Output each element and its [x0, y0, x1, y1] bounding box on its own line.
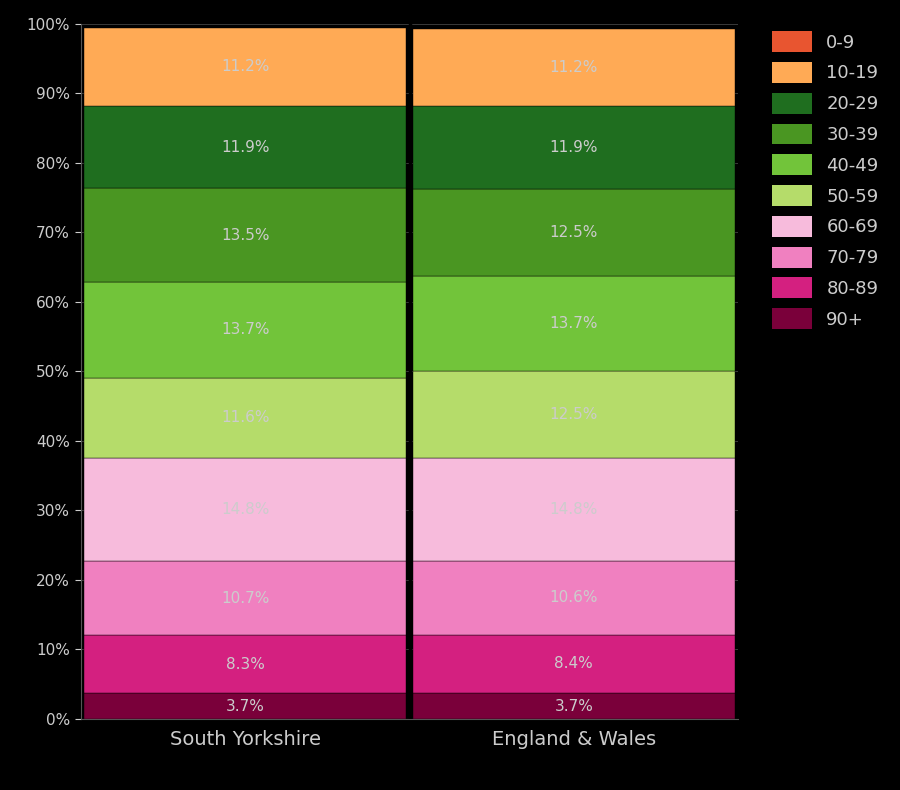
Bar — [413, 28, 734, 107]
Text: 14.8%: 14.8% — [221, 502, 269, 517]
Text: 12.5%: 12.5% — [550, 225, 598, 240]
Bar — [85, 561, 406, 635]
Legend: 0-9, 10-19, 20-29, 30-39, 40-49, 50-59, 60-69, 70-79, 80-89, 90+: 0-9, 10-19, 20-29, 30-39, 40-49, 50-59, … — [767, 26, 884, 334]
Bar — [413, 458, 734, 561]
Text: 10.6%: 10.6% — [550, 590, 598, 605]
Text: 11.2%: 11.2% — [221, 59, 269, 74]
Bar — [85, 106, 406, 189]
Bar — [85, 378, 406, 458]
Bar — [413, 276, 734, 371]
Text: 11.6%: 11.6% — [221, 410, 269, 425]
Bar — [413, 371, 734, 458]
Text: 10.7%: 10.7% — [221, 591, 269, 606]
Text: 11.9%: 11.9% — [550, 141, 598, 156]
Bar — [85, 189, 406, 282]
Bar — [85, 28, 406, 106]
Bar — [413, 189, 734, 276]
Text: 8.3%: 8.3% — [226, 656, 265, 672]
Bar — [413, 693, 734, 719]
Bar — [413, 561, 734, 635]
Text: 13.5%: 13.5% — [221, 228, 269, 243]
Bar — [85, 282, 406, 378]
Text: 11.2%: 11.2% — [550, 60, 598, 75]
Bar — [413, 107, 734, 189]
Bar — [85, 693, 406, 719]
Bar — [85, 458, 406, 561]
Text: 14.8%: 14.8% — [550, 502, 598, 517]
Text: 8.4%: 8.4% — [554, 656, 593, 672]
Bar — [85, 635, 406, 693]
Text: 13.7%: 13.7% — [221, 322, 269, 337]
Text: 12.5%: 12.5% — [550, 408, 598, 422]
Bar — [413, 635, 734, 693]
Text: 3.7%: 3.7% — [226, 698, 265, 713]
Text: 11.9%: 11.9% — [221, 140, 269, 155]
Text: 13.7%: 13.7% — [550, 316, 598, 331]
Text: 3.7%: 3.7% — [554, 698, 593, 713]
